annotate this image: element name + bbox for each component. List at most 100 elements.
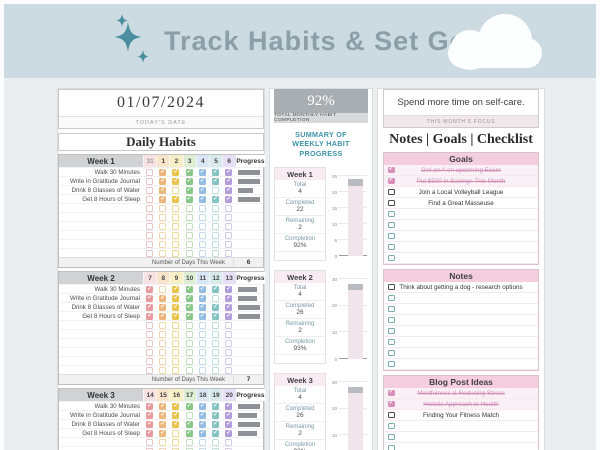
habit-checkbox[interactable]: [198, 447, 206, 450]
habit-checkbox[interactable]: [198, 249, 206, 257]
habit-checkbox[interactable]: [172, 366, 180, 374]
habit-checkbox[interactable]: [146, 240, 154, 248]
habit-checkbox[interactable]: ✓: [212, 411, 220, 419]
item-checkbox[interactable]: ✓: [388, 177, 395, 184]
habit-checkbox[interactable]: [198, 366, 206, 374]
habit-checkbox[interactable]: ✓: [212, 402, 220, 410]
habit-checkbox[interactable]: [159, 204, 167, 212]
habit-checkbox[interactable]: [146, 204, 154, 212]
checklist-row[interactable]: ✓ Mindfulness & Reducing Stress: [384, 388, 538, 399]
habit-checkbox[interactable]: ✓: [198, 195, 206, 203]
habit-checkbox[interactable]: [212, 294, 220, 302]
habit-checkbox[interactable]: [225, 348, 233, 356]
habit-checkbox[interactable]: ✓: [198, 312, 206, 320]
item-checkbox[interactable]: [388, 360, 395, 367]
habit-checkbox[interactable]: [146, 177, 154, 185]
habit-checkbox[interactable]: [212, 330, 220, 338]
habit-checkbox[interactable]: [172, 438, 180, 446]
checklist-row[interactable]: ✓ Get an A on upcoming Exam: [384, 165, 538, 176]
item-checkbox[interactable]: [388, 422, 395, 429]
habit-checkbox[interactable]: [198, 330, 206, 338]
habit-checkbox[interactable]: ✓: [185, 294, 193, 302]
habit-checkbox[interactable]: [172, 240, 180, 248]
checklist-row[interactable]: Finding Your Fitness Match: [384, 410, 538, 421]
item-checkbox[interactable]: [388, 316, 395, 323]
habit-checkbox[interactable]: [225, 438, 233, 446]
habit-checkbox[interactable]: [146, 249, 154, 257]
habit-checkbox[interactable]: [185, 447, 193, 450]
habit-checkbox[interactable]: ✓: [185, 303, 193, 311]
habit-checkbox[interactable]: [212, 204, 220, 212]
habit-checkbox[interactable]: ✓: [172, 402, 180, 410]
habit-checkbox[interactable]: ✓: [172, 312, 180, 320]
habit-checkbox[interactable]: ✓: [185, 168, 193, 176]
habit-checkbox[interactable]: ✓: [212, 177, 220, 185]
habit-checkbox[interactable]: [159, 321, 167, 329]
habit-checkbox[interactable]: ✓: [146, 294, 154, 302]
item-checkbox[interactable]: [388, 349, 395, 356]
habit-checkbox[interactable]: [172, 222, 180, 230]
habit-checkbox[interactable]: [212, 240, 220, 248]
habit-checkbox[interactable]: ✓: [172, 411, 180, 419]
habit-checkbox[interactable]: ✓: [146, 285, 154, 293]
item-checkbox[interactable]: [388, 433, 395, 440]
habit-checkbox[interactable]: [172, 213, 180, 221]
checklist-row[interactable]: ✓ Holistic Approach to Health: [384, 399, 538, 410]
habit-checkbox[interactable]: [198, 339, 206, 347]
habit-checkbox[interactable]: [212, 357, 220, 365]
habit-checkbox[interactable]: ✓: [185, 177, 193, 185]
item-checkbox[interactable]: [388, 221, 395, 228]
habit-checkbox[interactable]: [146, 231, 154, 239]
habit-checkbox[interactable]: [225, 204, 233, 212]
habit-checkbox[interactable]: [198, 231, 206, 239]
item-checkbox[interactable]: [388, 305, 395, 312]
habit-checkbox[interactable]: ✓: [159, 303, 167, 311]
habit-checkbox[interactable]: ✓: [172, 177, 180, 185]
item-checkbox[interactable]: [388, 254, 395, 261]
habit-checkbox[interactable]: [185, 330, 193, 338]
habit-checkbox[interactable]: ✓: [185, 420, 193, 428]
habit-checkbox[interactable]: [172, 249, 180, 257]
habit-checkbox[interactable]: ✓: [159, 429, 167, 437]
item-checkbox[interactable]: [388, 338, 395, 345]
item-checkbox[interactable]: [388, 199, 395, 206]
habit-checkbox[interactable]: ✓: [172, 285, 180, 293]
habit-checkbox[interactable]: ✓: [225, 411, 233, 419]
empty-checklist-row[interactable]: [384, 304, 538, 315]
habit-checkbox[interactable]: [172, 321, 180, 329]
habit-checkbox[interactable]: ✓: [225, 168, 233, 176]
empty-checklist-row[interactable]: [384, 348, 538, 359]
item-checkbox[interactable]: [388, 411, 395, 418]
habit-checkbox[interactable]: [198, 321, 206, 329]
habit-checkbox[interactable]: ✓: [198, 177, 206, 185]
habit-checkbox[interactable]: ✓: [198, 294, 206, 302]
empty-checklist-row[interactable]: [384, 359, 538, 370]
habit-checkbox[interactable]: ✓: [225, 177, 233, 185]
habit-checkbox[interactable]: [159, 240, 167, 248]
habit-checkbox[interactable]: ✓: [146, 411, 154, 419]
habit-checkbox[interactable]: [225, 213, 233, 221]
habit-checkbox[interactable]: [212, 447, 220, 450]
habit-checkbox[interactable]: ✓: [159, 411, 167, 419]
habit-checkbox[interactable]: [159, 330, 167, 338]
empty-checklist-row[interactable]: [384, 209, 538, 220]
habit-checkbox[interactable]: [185, 366, 193, 374]
habit-checkbox[interactable]: [172, 330, 180, 338]
habit-checkbox[interactable]: ✓: [185, 195, 193, 203]
habit-checkbox[interactable]: [159, 447, 167, 450]
item-checkbox[interactable]: [388, 210, 395, 217]
habit-checkbox[interactable]: ✓: [225, 195, 233, 203]
habit-checkbox[interactable]: ✓: [159, 186, 167, 194]
habit-checkbox[interactable]: [212, 231, 220, 239]
habit-checkbox[interactable]: [146, 222, 154, 230]
habit-checkbox[interactable]: [172, 348, 180, 356]
habit-checkbox[interactable]: ✓: [185, 429, 193, 437]
empty-checklist-row[interactable]: [384, 326, 538, 337]
habit-checkbox[interactable]: [225, 321, 233, 329]
empty-checklist-row[interactable]: [384, 337, 538, 348]
habit-checkbox[interactable]: ✓: [225, 312, 233, 320]
habit-checkbox[interactable]: ✓: [198, 429, 206, 437]
empty-checklist-row[interactable]: [384, 432, 538, 443]
habit-checkbox[interactable]: [198, 204, 206, 212]
habit-checkbox[interactable]: [172, 204, 180, 212]
